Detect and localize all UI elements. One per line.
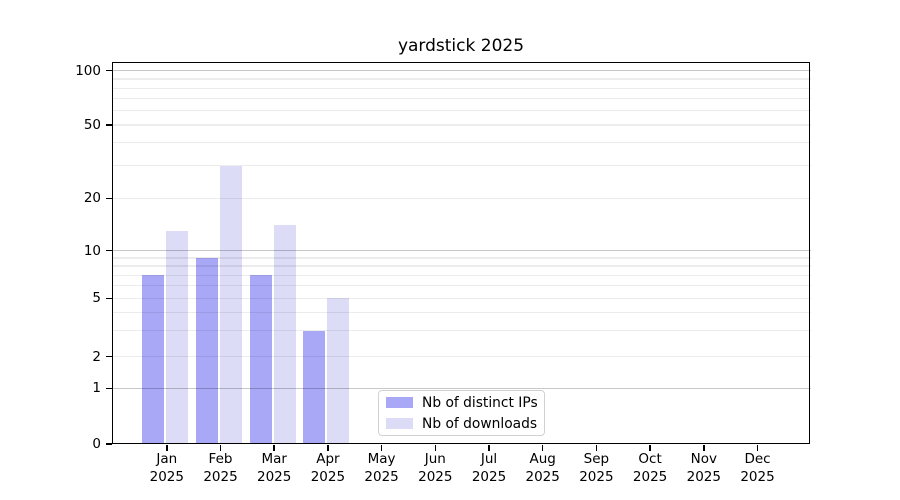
x-tick-mark [166, 444, 168, 451]
major-gridline [112, 250, 811, 252]
y-tick-label: 100 [75, 62, 101, 79]
x-tick-mark [595, 444, 598, 451]
bar-jan-downloads [166, 230, 189, 443]
x-tick-mark [219, 444, 222, 451]
x-tick-label: Jun 2025 [418, 451, 453, 485]
legend: Nb of distinct IPs Nb of downloads [378, 390, 545, 436]
legend-label: Nb of downloads [422, 415, 538, 432]
minor-gridline [112, 124, 811, 126]
minor-gridline [112, 87, 811, 89]
minor-gridline [112, 356, 811, 358]
y-tick-mark [105, 355, 113, 358]
bar-feb-ips [196, 257, 218, 443]
minor-gridline [112, 297, 811, 299]
y-tick-mark [105, 124, 113, 126]
bar-apr-downloads [327, 298, 350, 443]
x-tick-label: Sep 2025 [579, 451, 614, 485]
minor-gridline [112, 110, 811, 112]
minor-gridline [112, 274, 811, 276]
y-tick-label: 10 [83, 242, 101, 259]
bar-apr-ips [303, 330, 326, 443]
y-tick-mark [105, 69, 113, 72]
plot-area [112, 61, 810, 444]
legend-entry: Nb of distinct IPs [386, 394, 538, 412]
y-tick-label: 2 [92, 348, 101, 365]
minor-gridline [112, 330, 811, 332]
legend-entry: Nb of downloads [386, 415, 537, 433]
legend-swatch-ips [386, 397, 413, 408]
minor-gridline [112, 78, 811, 80]
minor-gridline [112, 257, 811, 259]
bar-feb-downloads [220, 165, 242, 443]
x-tick-label: May 2025 [364, 451, 399, 485]
x-tick-mark [380, 444, 383, 451]
x-tick-mark [541, 444, 544, 451]
x-tick-mark [756, 444, 759, 451]
x-tick-label: Dec 2025 [740, 451, 775, 485]
minor-gridline [112, 165, 811, 167]
x-tick-mark [703, 444, 705, 451]
minor-gridline [112, 142, 811, 144]
y-tick-label: 20 [83, 190, 101, 207]
y-tick-mark [105, 197, 113, 200]
x-tick-mark [434, 444, 437, 451]
legend-swatch-downloads [386, 418, 413, 429]
x-tick-label: Jul 2025 [471, 451, 507, 485]
bar-mar-ips [249, 275, 272, 443]
legend-label: Nb of distinct IPs [422, 394, 538, 411]
minor-gridline [112, 285, 811, 287]
y-tick-mark [105, 443, 113, 445]
x-tick-mark [649, 444, 651, 451]
minor-gridline [112, 98, 811, 100]
y-tick-mark [105, 249, 113, 252]
minor-gridline [112, 311, 811, 314]
x-tick-label: Feb 2025 [203, 451, 238, 485]
minor-gridline [112, 265, 811, 267]
major-gridline [112, 387, 811, 389]
y-tick-label: 1 [92, 380, 101, 397]
y-tick-mark [105, 387, 113, 390]
x-tick-label: Aug 2025 [525, 451, 560, 485]
chart-title: yardstick 2025 [397, 36, 525, 56]
bar-mar-downloads [273, 225, 296, 443]
x-tick-mark [273, 444, 275, 451]
x-tick-label: Apr 2025 [310, 451, 346, 485]
bar-jan-ips [142, 275, 165, 443]
x-tick-label: Nov 2025 [686, 451, 721, 485]
minor-gridline [112, 197, 811, 199]
major-gridline [112, 70, 811, 72]
y-tick-label: 0 [92, 435, 101, 452]
x-tick-mark [327, 444, 329, 451]
y-tick-mark [105, 297, 113, 300]
x-tick-label: Oct 2025 [632, 451, 668, 485]
y-tick-label: 50 [83, 117, 101, 133]
y-tick-label: 5 [92, 290, 101, 307]
x-tick-label: Jan 2025 [149, 451, 184, 485]
x-tick-mark [488, 444, 490, 451]
x-tick-label: Mar 2025 [257, 451, 292, 485]
